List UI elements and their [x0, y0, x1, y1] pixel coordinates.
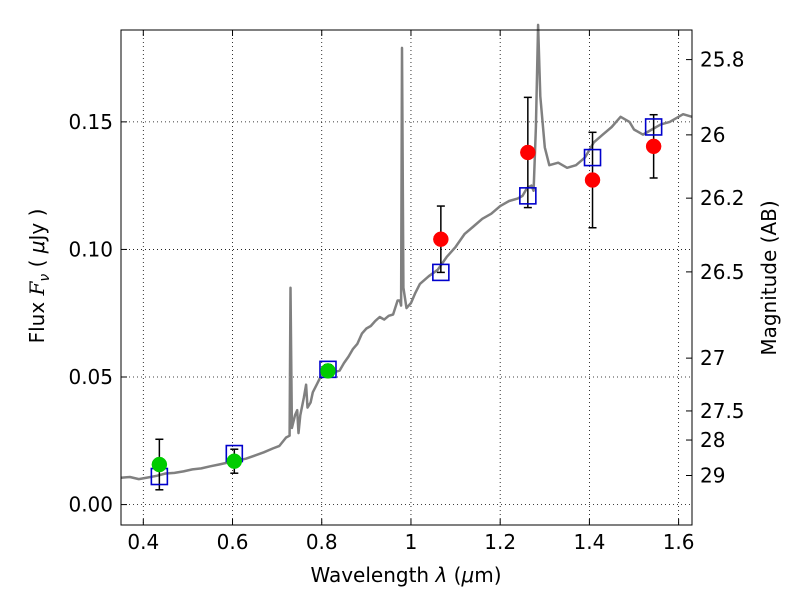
observed-flux-point	[520, 144, 536, 161]
y2-tick-label: 25.8	[700, 48, 745, 72]
y-axis-title: Flux Fν ( μJy )	[25, 209, 53, 344]
plot-frame	[120, 29, 693, 526]
error-bars	[155, 96, 658, 491]
observed-flux-point	[320, 363, 336, 379]
y2-axis-title: Magnitude (AB)	[757, 200, 781, 355]
y-tick-label: 0.05	[68, 365, 113, 389]
x-tick-label: 0.4	[127, 530, 159, 554]
spectrum-series	[120, 23, 693, 481]
grid	[121, 30, 692, 525]
y2-tick-labels: 29 28 27.5 27 26.5 26.2 26 25.8	[700, 48, 745, 488]
observed-photometry-series	[151, 138, 662, 473]
y-tick-label: 0.15	[68, 110, 113, 134]
x-axis-title: Wavelength λ (μm)	[310, 563, 501, 587]
ticks	[121, 30, 692, 525]
x-tick-label: 1	[405, 530, 418, 554]
y2-tick-label: 27.5	[700, 399, 745, 423]
model-photometry-series	[150, 118, 663, 486]
model-flux-square	[519, 187, 537, 205]
model-flux-square	[583, 148, 602, 167]
model-flux-square	[644, 118, 663, 136]
y2-tick-label: 29	[700, 464, 725, 488]
y-tick-label: 0.10	[68, 237, 113, 261]
y2-tick-label: 27	[700, 346, 725, 370]
x-tick-label: 0.8	[306, 530, 338, 554]
observed-flux-point	[151, 456, 168, 473]
y-tick-labels: 0.00 0.05 0.10 0.15	[68, 110, 113, 517]
y2-tick-label: 26.5	[700, 260, 745, 284]
observed-flux-point	[584, 172, 601, 188]
x-tick-label: 1.2	[484, 530, 516, 554]
x-tick-labels: 0.4 0.6 0.8 1 1.2 1.4 1.6	[127, 530, 694, 554]
observed-flux-point	[433, 231, 449, 247]
y-tick-label: 0.00	[68, 493, 113, 517]
x-tick-label: 1.6	[663, 530, 695, 554]
model-flux-square	[432, 263, 450, 282]
observed-flux-point	[645, 138, 662, 155]
observed-flux-point	[226, 453, 243, 469]
spectrum-line	[120, 23, 693, 481]
y2-tick-label: 26.2	[700, 186, 745, 210]
x-tick-label: 1.4	[573, 530, 605, 554]
y2-tick-label: 28	[700, 428, 725, 452]
y2-tick-label: 26	[700, 123, 725, 147]
x-tick-label: 0.6	[217, 530, 249, 554]
